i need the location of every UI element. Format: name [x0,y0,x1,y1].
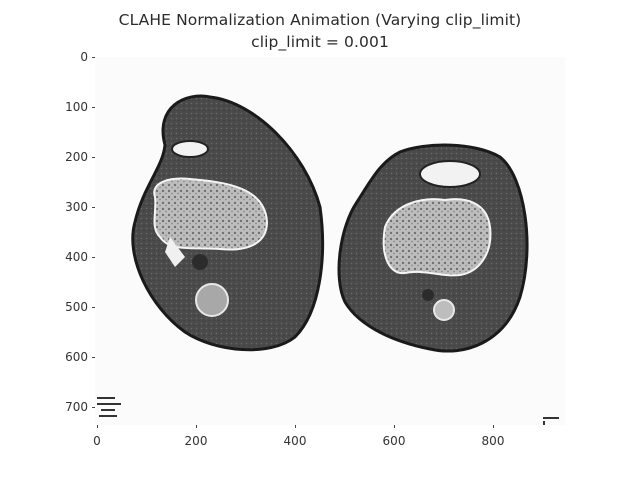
figure-subtitle: clip_limit = 0.001 [251,33,389,51]
xtick-label: 0 [93,434,101,448]
corner-annotation-mark [97,397,559,427]
ytick-label: 700 [65,400,88,414]
xtick-label: 600 [382,434,406,448]
ytick-mark [92,207,95,208]
right-knee-section [337,143,529,353]
xtick-mark [196,425,197,428]
ytick-mark [92,257,95,258]
left-knee-section [131,94,325,352]
ytick-mark [92,407,95,408]
xtick-mark [493,425,494,428]
xtick-mark [295,425,296,428]
ytick-label: 0 [80,50,88,64]
ytick-mark [92,107,95,108]
ytick-mark [92,307,95,308]
xtick-label: 800 [481,434,505,448]
figure-title: CLAHE Normalization Animation (Varying c… [118,11,522,29]
ytick-label: 500 [65,300,88,314]
xtick-label: 200 [184,434,208,448]
xtick-mark [97,425,98,428]
ytick-label: 400 [65,250,88,264]
image-plot-area [95,57,565,427]
ytick-mark [92,57,95,58]
ytick-mark [92,357,95,358]
ytick-label: 100 [65,100,88,114]
ytick-mark [92,157,95,158]
xtick-label: 400 [283,434,307,448]
xtick-mark [394,425,395,428]
ytick-label: 200 [65,150,88,164]
ytick-label: 600 [65,350,88,364]
ytick-label: 300 [65,200,88,214]
ct-knee-axial-slice-icon [97,94,559,427]
